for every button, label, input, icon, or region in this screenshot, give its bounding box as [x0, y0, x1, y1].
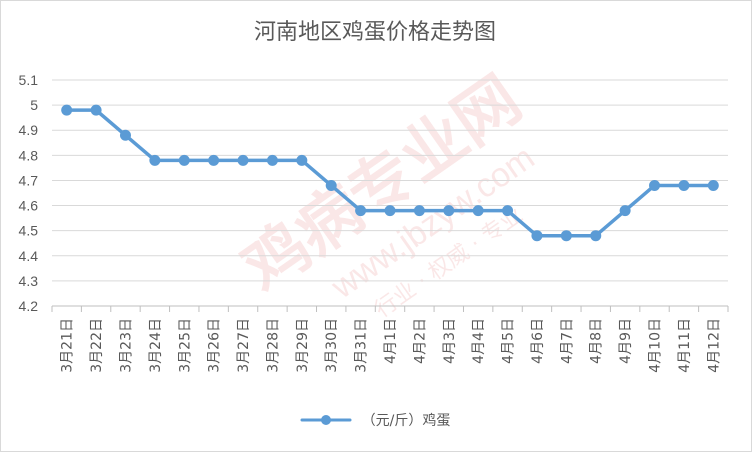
x-tick-label: 4月3日 — [442, 318, 458, 364]
series-layer — [61, 104, 719, 242]
x-tick-label: 3月30日 — [324, 318, 340, 373]
x-tick-label: 4月11日 — [677, 318, 693, 373]
y-tick-label: 4.3 — [19, 273, 39, 289]
x-tick-label: 4月8日 — [589, 318, 605, 364]
series-line — [64, 108, 716, 238]
data-point — [90, 104, 102, 116]
data-point — [560, 230, 572, 242]
data-point — [384, 205, 396, 217]
x-tick-label: 3月25日 — [177, 318, 193, 373]
legend-label: （元/斤）鸡蛋 — [361, 413, 451, 429]
x-tick-label: 3月24日 — [148, 318, 164, 373]
data-point — [707, 179, 719, 191]
y-tick-label: 4.2 — [19, 298, 39, 314]
data-point — [502, 205, 514, 217]
data-point — [355, 205, 367, 217]
data-point — [443, 205, 455, 217]
legend-marker-icon — [300, 415, 352, 425]
y-tick-label: 5 — [30, 97, 38, 113]
data-point — [472, 205, 484, 217]
data-point — [208, 154, 220, 166]
x-tick-label: 4月1日 — [383, 318, 399, 364]
data-point — [413, 205, 425, 217]
x-tick-label: 3月22日 — [89, 318, 105, 373]
chart-title: 河南地区鸡蛋价格走势图 — [253, 20, 496, 45]
data-point — [61, 104, 73, 116]
y-tick-label: 5.1 — [19, 72, 39, 88]
x-tick-label: 3月26日 — [207, 318, 223, 373]
data-point — [531, 230, 543, 242]
data-point — [296, 154, 308, 166]
x-tick-label: 4月2日 — [412, 318, 428, 364]
data-point — [649, 179, 661, 191]
data-point — [149, 154, 161, 166]
data-point — [237, 154, 249, 166]
data-point — [619, 205, 631, 217]
y-tick-label: 4.7 — [19, 172, 39, 188]
y-axis: 4.2 4.3 4.4 4.5 4.6 4.7 4.8 4.9 5 5.1 — [19, 72, 39, 314]
x-axis: 3月21日 3月22日 3月23日 3月24日 3月25日 3月26日 3月27日 3月28日… — [51, 305, 729, 373]
data-point — [266, 154, 278, 166]
legend: （元/斤）鸡蛋 — [0, 408, 750, 432]
x-tick-label: 3月21日 — [60, 318, 76, 373]
x-tick-label: 4月5日 — [501, 318, 517, 364]
y-tick-label: 4.8 — [19, 147, 39, 163]
y-tick-label: 4.4 — [19, 248, 39, 264]
x-tick-label: 4月6日 — [530, 318, 546, 364]
data-point — [119, 129, 131, 141]
x-tick-label: 3月23日 — [118, 318, 134, 373]
data-point — [678, 179, 690, 191]
y-tick-label: 4.6 — [19, 198, 39, 214]
x-tick-label: 4月4日 — [471, 318, 487, 364]
data-point — [590, 230, 602, 242]
y-tick-label: 4.5 — [19, 223, 39, 239]
x-tick-label: 3月31日 — [354, 318, 370, 373]
x-tick-label: 3月29日 — [295, 318, 311, 373]
x-tick-label: 3月28日 — [265, 318, 281, 373]
y-tick-label: 4.9 — [19, 122, 39, 138]
x-tick-label: 4月7日 — [559, 318, 575, 364]
data-point — [325, 179, 337, 191]
x-tick-label: 3月27日 — [236, 318, 252, 373]
x-tick-label: 4月12日 — [706, 318, 722, 373]
gridlines — [52, 79, 728, 307]
data-point — [178, 154, 190, 166]
x-tick-label: 4月9日 — [618, 318, 634, 364]
x-tick-label: 4月10日 — [648, 318, 664, 373]
